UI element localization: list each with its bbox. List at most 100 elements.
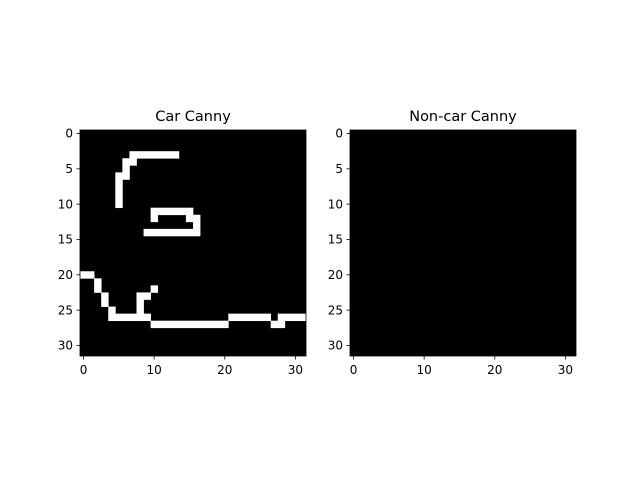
x-tick-label: 20 <box>217 363 232 377</box>
edge-pixel <box>115 179 123 187</box>
image-background <box>350 130 576 356</box>
edge-pixel <box>157 207 166 216</box>
edge-pixel <box>291 313 300 322</box>
edge-pixel <box>136 151 144 159</box>
edge-pixel <box>122 165 130 173</box>
edge-pixel <box>94 278 102 286</box>
edge-pixel <box>249 313 257 322</box>
edge-pixel <box>178 228 187 237</box>
y-tick-label: 25 <box>58 303 73 317</box>
y-tick-label: 5 <box>65 162 73 176</box>
car-canny-panel: Car Canny 0 5 10 15 20 25 30 0 10 20 30 <box>58 109 307 377</box>
non-car-canny-title: Non-car Canny <box>409 109 517 125</box>
edge-pixel <box>150 228 159 237</box>
edge-pixel <box>157 320 166 329</box>
edge-pixel <box>122 158 130 166</box>
edge-pixel <box>214 320 222 329</box>
edge-pixel <box>207 320 215 329</box>
edge-pixel <box>263 313 272 322</box>
x-tick-label: 30 <box>558 363 573 377</box>
y-tick-label: 5 <box>335 162 343 176</box>
x-tick-label: 10 <box>147 363 162 377</box>
edge-pixel <box>178 320 187 329</box>
non-car-canny-y-axis: 0 5 10 15 20 25 30 <box>328 127 350 353</box>
y-tick-label: 30 <box>328 339 343 353</box>
x-tick-label: 30 <box>288 363 303 377</box>
x-tick-label: 0 <box>80 363 88 377</box>
edge-pixel <box>108 306 116 314</box>
edge-pixel <box>164 207 173 216</box>
car-canny-y-axis: 0 5 10 15 20 25 30 <box>58 127 80 353</box>
x-tick-label: 0 <box>350 363 358 377</box>
edge-pixel <box>164 320 173 329</box>
edge-pixel <box>284 313 293 322</box>
edge-pixel <box>235 313 243 322</box>
edge-pixel <box>164 228 173 237</box>
edge-pixel <box>108 313 116 322</box>
edge-pixel <box>193 320 201 329</box>
edge-pixel <box>150 320 159 329</box>
edge-pixel <box>256 313 264 322</box>
edge-pixel <box>87 271 95 279</box>
edge-pixel <box>277 313 286 322</box>
edge-pixel <box>150 285 159 293</box>
edge-pixel <box>115 193 123 201</box>
car-canny-x-axis: 0 10 20 30 <box>80 356 303 377</box>
edge-pixel <box>178 207 187 216</box>
y-tick-label: 10 <box>328 197 343 211</box>
edge-pixel <box>129 313 137 322</box>
y-tick-label: 15 <box>328 233 343 247</box>
edge-pixel <box>242 313 250 322</box>
edge-pixel <box>150 214 159 223</box>
y-tick-label: 20 <box>328 268 343 282</box>
edge-pixel <box>185 228 194 237</box>
edge-pixel <box>143 313 151 322</box>
y-tick-label: 20 <box>58 268 73 282</box>
x-tick-label: 10 <box>417 363 432 377</box>
non-car-canny-panel: Non-car Canny 0 5 10 15 20 25 30 0 10 20 30 <box>328 109 577 377</box>
edge-pixel <box>270 320 279 329</box>
edge-pixel <box>193 228 201 237</box>
edge-pixel <box>115 186 123 194</box>
edge-pixel <box>185 214 194 223</box>
edge-pixel <box>143 151 151 159</box>
edge-pixel <box>122 313 130 322</box>
edge-pixel <box>80 271 88 279</box>
y-tick-label: 30 <box>58 339 73 353</box>
edge-pixel <box>221 320 229 329</box>
edge-pixel <box>143 228 151 237</box>
edge-pixel <box>115 313 123 322</box>
edge-pixel <box>129 151 137 159</box>
edge-pixel <box>164 151 173 159</box>
edge-pixel <box>185 207 194 216</box>
non-car-canny-x-axis: 0 10 20 30 <box>350 356 573 377</box>
edge-pixel <box>185 320 194 329</box>
edge-pixel <box>277 320 286 329</box>
edge-pixel <box>150 151 159 159</box>
edge-pixel <box>94 285 102 293</box>
edge-pixel <box>171 207 180 216</box>
car-canny-image <box>79 129 307 357</box>
edge-pixel <box>171 228 180 237</box>
car-canny-title: Car Canny <box>155 109 231 125</box>
edge-pixel <box>171 151 180 159</box>
edge-pixel <box>136 299 144 307</box>
edge-pixel <box>101 299 109 307</box>
edge-pixel <box>228 313 236 322</box>
edge-pixel <box>298 313 307 322</box>
edge-pixel <box>115 200 123 209</box>
edge-pixel <box>143 292 151 300</box>
edge-pixel <box>193 214 201 223</box>
y-tick-label: 25 <box>328 303 343 317</box>
non-car-canny-image <box>349 129 577 357</box>
edge-pixel <box>122 172 130 180</box>
y-tick-label: 0 <box>335 127 343 141</box>
edge-pixel <box>200 320 208 329</box>
axes-frame <box>349 129 577 357</box>
edge-pixel <box>136 313 144 322</box>
y-tick-label: 0 <box>65 127 73 141</box>
axes-frame <box>79 129 307 357</box>
edge-pixel <box>136 306 144 314</box>
edge-pixel <box>150 207 159 216</box>
